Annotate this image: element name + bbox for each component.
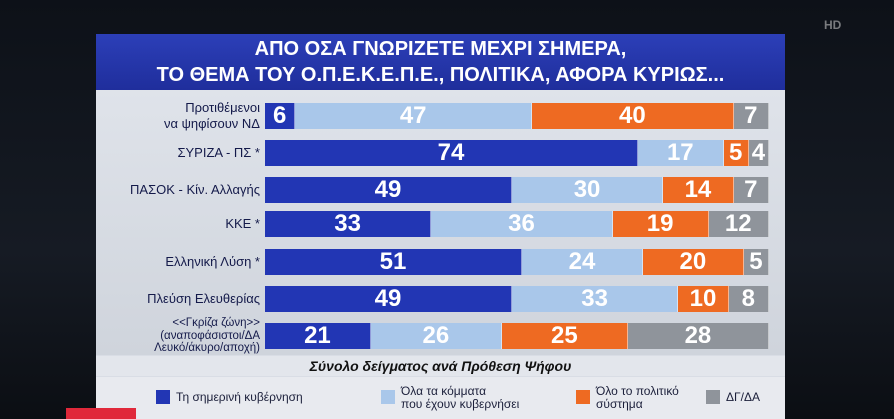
bar-segment-dk: 7 — [733, 102, 769, 129]
bar-segment-system: 5 — [723, 139, 749, 166]
legend-label-line: που έχουν κυβερνήσει — [401, 397, 520, 411]
data-label: 36 — [508, 210, 535, 237]
legend-label-line: Όλα τα κόμματα — [401, 384, 487, 398]
hd-logo-icon: HD — [824, 18, 842, 32]
data-label: 20 — [679, 248, 707, 275]
data-label: 74 — [437, 139, 465, 166]
bar-segment-system: 25 — [501, 322, 628, 349]
row-label-line: ΚΚΕ * — [225, 216, 260, 231]
bar-segment-dk: 12 — [708, 210, 769, 237]
legend: Τη σημερινή κυβέρνηση Όλα τα κόμματα που έ… — [96, 377, 785, 419]
bar-segment-dk: 5 — [743, 248, 769, 275]
bar-segment-system: 19 — [612, 210, 709, 237]
data-label: 6 — [272, 102, 287, 129]
legend-swatch-dk — [706, 390, 720, 404]
data-label: 26 — [422, 322, 450, 349]
data-label: 33 — [581, 285, 608, 312]
legend-label-all_parties: Όλα τα κόμματα που έχουν κυβερνήσει — [401, 385, 519, 411]
legend-label-government: Τη σημερινή κυβέρνηση — [176, 391, 303, 404]
bar-segment-government: 33 — [265, 210, 432, 237]
bar-segment-government: 49 — [265, 176, 512, 203]
data-label: 30 — [573, 176, 601, 203]
legend-swatch-system — [576, 390, 590, 404]
data-label: 4 — [751, 139, 766, 166]
bar-segment-system: 10 — [678, 285, 729, 312]
bar-segment-system: 14 — [663, 176, 734, 203]
chart-subtitle: Σύνολο δείγματος ανά Πρόθεση Ψήφου — [96, 356, 785, 376]
row-label-0: Προτιθέμενοι να ψηφίσουν ΝΔ — [100, 100, 260, 132]
row-label-line: ΣΥΡΙΖΑ - ΠΣ * — [177, 145, 260, 160]
bar-segment-all_parties: 24 — [522, 248, 643, 275]
data-label: 49 — [374, 285, 402, 312]
data-label: 5 — [729, 139, 743, 166]
red-corner-mark — [66, 408, 136, 419]
legend-swatch-all_parties — [381, 390, 395, 404]
bar-segment-government: 21 — [265, 322, 371, 349]
data-label: 7 — [744, 102, 758, 129]
bar-segment-system: 20 — [643, 248, 744, 275]
data-label: 14 — [684, 176, 712, 203]
row-label-2: ΠΑΣΟΚ - Κίν. Αλλαγής — [100, 182, 260, 198]
data-label: 10 — [689, 285, 717, 312]
row-label-line: Λευκό/άκυρο/αποχή) — [154, 342, 260, 355]
data-label: 8 — [741, 285, 755, 312]
bar-segment-all_parties: 30 — [511, 176, 664, 203]
bar-segment-government: 49 — [265, 285, 512, 312]
data-label: 49 — [374, 176, 402, 203]
data-label: 17 — [666, 139, 694, 166]
row-label-5: Πλεύση Ελευθερίας — [100, 291, 260, 307]
row-label-line: <<Γκρίζα ζώνη>> — [172, 317, 260, 330]
legend-label-line: ΔΓ/ΔΑ — [726, 390, 760, 404]
data-label: 25 — [551, 322, 578, 349]
bar-segment-government: 6 — [265, 102, 296, 129]
row-label-line: Προτιθέμενοι — [185, 100, 260, 115]
bar-segment-dk: 7 — [733, 176, 769, 203]
row-label-3: ΚΚΕ * — [100, 216, 260, 232]
data-label: 12 — [724, 210, 752, 237]
data-label: 5 — [749, 248, 763, 275]
bar-segment-government: 74 — [265, 139, 638, 166]
legend-label-dk: ΔΓ/ΔΑ — [726, 391, 760, 404]
legend-label-system: Όλο το πολιτικό σύστημα — [596, 385, 679, 411]
row-label-line: Πλεύση Ελευθερίας — [147, 291, 260, 306]
row-label-line: ΠΑΣΟΚ - Κίν. Αλλαγής — [130, 182, 260, 197]
legend-swatch-government — [156, 390, 170, 404]
legend-label-line: Τη σημερινή κυβέρνηση — [176, 390, 303, 404]
row-label-line: να ψηφίσουν ΝΔ — [164, 116, 260, 131]
row-label-1: ΣΥΡΙΖΑ - ΠΣ * — [100, 145, 260, 161]
bar-segment-government: 51 — [265, 248, 523, 275]
bar-segment-all_parties: 26 — [370, 322, 502, 349]
title-line-2: ΤΟ ΘΕΜΑ ΤΟΥ Ο.Π.Ε.Κ.Ε.Π.Ε., ΠΟΛΙΤΙΚΑ, ΑΦ… — [156, 64, 725, 86]
row-label-6: <<Γκρίζα ζώνη>> (αναποφάσιστοι/ΔΑ Λευκό/άκ… — [100, 317, 260, 355]
row-label-line: Ελληνική Λύση * — [165, 254, 260, 269]
bar-segment-dk: 4 — [748, 139, 769, 166]
data-label: 33 — [334, 210, 361, 237]
data-label: 40 — [619, 102, 646, 129]
chart-title: ΑΠΟ ΟΣΑ ΓΝΩΡΙΖΕΤΕ ΜΕΧΡΙ ΣΗΜΕΡΑ, ΤΟ ΘΕΜΑ … — [96, 34, 785, 90]
data-label: 51 — [379, 248, 407, 275]
bar-segment-system: 40 — [532, 102, 734, 129]
data-label: 24 — [568, 248, 596, 275]
data-label: 19 — [646, 210, 674, 237]
bar-segment-dk: 8 — [728, 285, 769, 312]
bar-segment-dk: 28 — [627, 322, 769, 349]
legend-label-line: σύστημα — [596, 397, 643, 411]
data-label: 7 — [744, 176, 758, 203]
data-label: 28 — [684, 322, 712, 349]
row-label-line: (αναποφάσιστοι/ΔΑ — [160, 329, 260, 342]
data-label: 21 — [304, 322, 331, 349]
data-label: 47 — [399, 102, 427, 129]
legend-label-line: Όλο το πολιτικό — [596, 384, 679, 398]
bar-segment-all_parties: 33 — [511, 285, 679, 312]
bar-segment-all_parties: 36 — [431, 210, 613, 237]
bar-segment-all_parties: 47 — [295, 102, 533, 129]
row-label-4: Ελληνική Λύση * — [100, 254, 260, 270]
title-line-1: ΑΠΟ ΟΣΑ ΓΝΩΡΙΖΕΤΕ ΜΕΧΡΙ ΣΗΜΕΡΑ, — [254, 38, 627, 60]
bar-segment-all_parties: 17 — [637, 139, 724, 166]
